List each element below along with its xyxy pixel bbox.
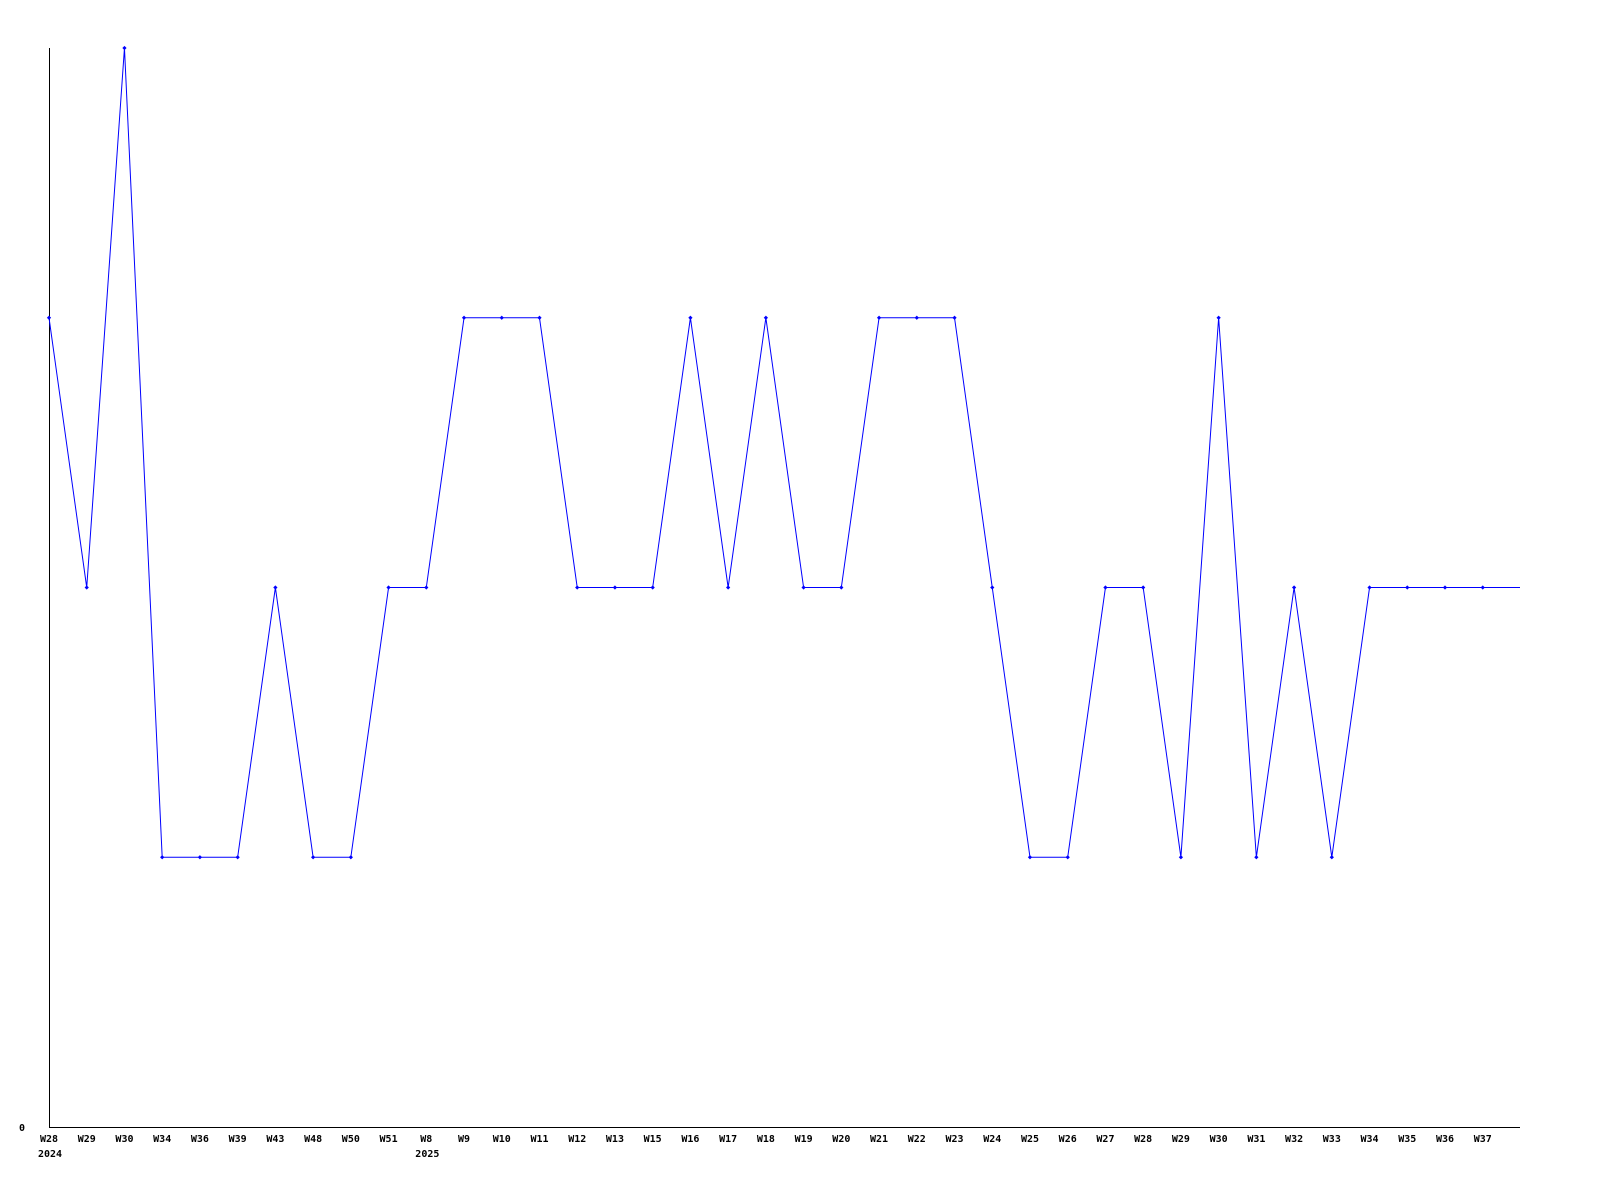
data-point	[1103, 585, 1108, 590]
data-point	[1329, 855, 1334, 860]
data-point	[1178, 855, 1184, 860]
x-tick-label: W25	[1021, 1134, 1039, 1145]
x-tick-label: W48	[304, 1134, 322, 1145]
data-point	[84, 585, 89, 590]
data-point	[952, 315, 957, 320]
data-point	[726, 585, 731, 590]
x-tick-label: W15	[644, 1134, 662, 1145]
x-tick-label: W9	[458, 1134, 470, 1145]
x-tick-label: W50	[342, 1134, 360, 1145]
x-tick-label: W35	[1398, 1134, 1416, 1145]
x-tick-label: W26	[1059, 1134, 1077, 1145]
x-tick-label: W28	[40, 1134, 58, 1145]
x-tick-label: W43	[266, 1134, 284, 1145]
x-tick-label: W21	[870, 1134, 888, 1145]
x-tick-label: W34	[153, 1134, 171, 1145]
x-tick-label: W20	[832, 1134, 850, 1145]
data-point	[348, 855, 353, 860]
x-tick-label: W17	[719, 1134, 737, 1145]
data-point	[688, 315, 693, 320]
data-point	[1442, 585, 1448, 590]
x-tick-label: W10	[493, 1134, 511, 1145]
x-tick-label: W19	[795, 1134, 813, 1145]
data-point	[537, 315, 542, 320]
x-tick-label: W32	[1285, 1134, 1303, 1145]
x-tick-label: W27	[1096, 1134, 1114, 1145]
data-point	[1480, 585, 1485, 590]
y-tick-label: 0	[19, 1123, 25, 1134]
data-point	[160, 855, 165, 860]
data-point	[46, 315, 52, 320]
data-point	[424, 585, 429, 590]
data-point	[1216, 315, 1221, 320]
data-point	[122, 45, 127, 51]
x-tick-label: W28	[1134, 1134, 1152, 1145]
data-point	[763, 315, 768, 320]
x-tick-label: W34	[1361, 1134, 1379, 1145]
x-tick-label: W30	[1210, 1134, 1228, 1145]
x-tick-year-label: 2024	[38, 1149, 62, 1160]
data-point	[197, 855, 203, 860]
x-tick-label: W37	[1474, 1134, 1492, 1145]
x-tick-label: W39	[229, 1134, 247, 1145]
data-point	[876, 315, 882, 320]
x-tick-label: W24	[983, 1134, 1001, 1145]
data-point	[1405, 585, 1410, 590]
series-line	[48, 47, 1520, 858]
x-tick-label: W18	[757, 1134, 775, 1145]
x-tick-label: W31	[1247, 1134, 1265, 1145]
data-point	[235, 855, 240, 860]
data-point	[575, 585, 580, 590]
x-tick-label: W11	[530, 1134, 548, 1145]
data-point	[273, 585, 278, 590]
x-tick-labels: W28 2024 W29 W30 W34 W36 W39 W43 W48 W50 W51 W8 2025…	[38, 1134, 1492, 1160]
x-tick-label: W12	[568, 1134, 586, 1145]
data-point	[1027, 855, 1033, 860]
data-point	[499, 315, 504, 320]
x-tick-label: W51	[380, 1134, 398, 1145]
data-point	[990, 585, 995, 590]
data-point	[612, 585, 618, 590]
data-point	[650, 585, 655, 590]
x-tick-label: W29	[78, 1134, 96, 1145]
data-point	[1141, 585, 1146, 590]
data-point	[1065, 855, 1070, 860]
data-point	[801, 585, 806, 590]
series-line-group	[46, 45, 1520, 860]
x-tick-year-label: 2025	[415, 1149, 439, 1160]
data-point	[310, 855, 316, 860]
data-point	[839, 585, 844, 590]
x-tick-label: W13	[606, 1134, 624, 1145]
x-tick-label: W16	[681, 1134, 699, 1145]
x-tick-label: W36	[191, 1134, 209, 1145]
x-tick-label: W33	[1323, 1134, 1341, 1145]
x-tick-label: W22	[908, 1134, 926, 1145]
data-point	[914, 315, 919, 320]
x-tick-label: W36	[1436, 1134, 1454, 1145]
x-tick-label: W8	[420, 1134, 432, 1145]
data-point	[386, 585, 391, 590]
data-point	[1254, 855, 1259, 860]
data-point	[1291, 585, 1297, 590]
data-point	[461, 315, 467, 320]
x-tick-label: W29	[1172, 1134, 1190, 1145]
x-tick-label: W30	[115, 1134, 133, 1145]
data-point	[1367, 585, 1372, 590]
x-tick-label: W23	[945, 1134, 963, 1145]
